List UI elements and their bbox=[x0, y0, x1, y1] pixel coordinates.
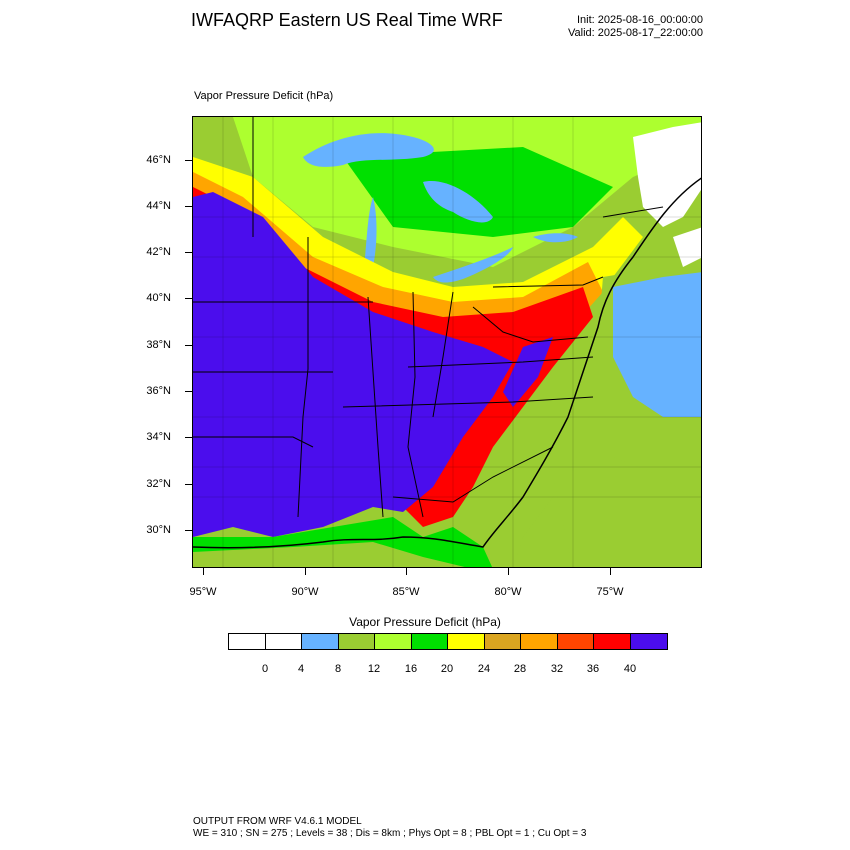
map-field-title: Vapor Pressure Deficit (hPa) bbox=[194, 90, 334, 102]
init-time: Init: 2025-08-16_00:00:00 bbox=[577, 14, 703, 26]
lon-tick bbox=[203, 568, 204, 575]
lat-tick bbox=[185, 345, 192, 346]
colorbar-swatch bbox=[594, 634, 631, 649]
lake-ontario bbox=[533, 233, 578, 243]
lake-huron bbox=[423, 181, 493, 223]
vpd-zone-0-coast bbox=[673, 227, 701, 267]
vpd-map bbox=[193, 117, 701, 567]
lon-label: 90°W bbox=[291, 586, 319, 598]
lat-tick bbox=[185, 298, 192, 299]
lat-tick bbox=[185, 437, 192, 438]
state-borders bbox=[193, 117, 664, 518]
colorbar-tick-label: 24 bbox=[477, 663, 491, 675]
colorbar-swatch bbox=[521, 634, 558, 649]
lake-superior bbox=[303, 133, 434, 167]
lon-tick bbox=[406, 568, 407, 575]
vpd-zone-above-40 bbox=[193, 192, 513, 537]
coastline bbox=[193, 177, 701, 549]
model-version: OUTPUT FROM WRF V4.6.1 MODEL bbox=[193, 816, 362, 827]
lon-tick bbox=[508, 568, 509, 575]
lat-label: 34°N bbox=[146, 431, 171, 443]
map-panel bbox=[192, 116, 702, 568]
atlantic-green-band bbox=[613, 397, 701, 477]
vpd-zone-20 bbox=[343, 147, 613, 237]
lat-label: 38°N bbox=[146, 339, 171, 351]
time-info: Init: 2025-08-16_00:00:00 Valid: 2025-08… bbox=[520, 14, 703, 40]
colorbar-swatch bbox=[557, 634, 594, 649]
colorbar-swatch bbox=[302, 634, 339, 649]
lat-tick bbox=[185, 252, 192, 253]
colorbar-tick-label: 16 bbox=[404, 663, 418, 675]
lon-label: 75°W bbox=[596, 586, 624, 598]
valid-time: Valid: 2025-08-17_22:00:00 bbox=[568, 27, 703, 39]
lon-tick bbox=[610, 568, 611, 575]
county-borders bbox=[193, 117, 701, 567]
colorbar-tick-label: 20 bbox=[440, 663, 454, 675]
colorbar-swatch bbox=[411, 634, 448, 649]
lat-tick bbox=[185, 484, 192, 485]
colorbar-swatch bbox=[338, 634, 375, 649]
lon-tick bbox=[305, 568, 306, 575]
colorbar-tick-label: 36 bbox=[586, 663, 600, 675]
lon-label: 80°W bbox=[494, 586, 522, 598]
lat-label: 44°N bbox=[146, 200, 171, 212]
colorbar-tick-label: 12 bbox=[367, 663, 381, 675]
lat-tick bbox=[185, 391, 192, 392]
lat-tick bbox=[185, 530, 192, 531]
lon-label: 95°W bbox=[189, 586, 217, 598]
lat-label: 46°N bbox=[146, 154, 171, 166]
lat-label: 32°N bbox=[146, 478, 171, 490]
colorbar-swatch bbox=[229, 634, 266, 649]
colorbar-swatch bbox=[630, 634, 667, 649]
lat-label: 30°N bbox=[146, 524, 171, 536]
colorbar-swatch bbox=[448, 634, 485, 649]
colorbar-tick-label: 0 bbox=[261, 663, 269, 675]
colorbar-title: Vapor Pressure Deficit (hPa) bbox=[349, 615, 501, 629]
lat-tick bbox=[185, 206, 192, 207]
lake-erie bbox=[433, 247, 513, 283]
atlantic-south bbox=[553, 457, 701, 567]
lat-label: 40°N bbox=[146, 292, 171, 304]
colorbar-tick-label: 8 bbox=[334, 663, 342, 675]
gulf-coast-zone bbox=[193, 542, 465, 567]
vpd-zone-0 bbox=[633, 122, 701, 227]
colorbar bbox=[228, 633, 668, 650]
colorbar-tick-label: 32 bbox=[550, 663, 564, 675]
vpd-zone-above-40-east bbox=[503, 337, 553, 407]
plot-title: IWFAQRP Eastern US Real Time WRF bbox=[191, 10, 503, 30]
lat-label: 42°N bbox=[146, 246, 171, 258]
model-info-footer: OUTPUT FROM WRF V4.6.1 MODEL WE = 310 ; … bbox=[193, 816, 586, 840]
lon-label: 85°W bbox=[392, 586, 420, 598]
atlantic-low-vpd bbox=[613, 272, 701, 417]
lat-label: 36°N bbox=[146, 385, 171, 397]
model-config: WE = 310 ; SN = 275 ; Levels = 38 ; Dis … bbox=[193, 828, 587, 839]
colorbar-swatch bbox=[265, 634, 302, 649]
colorbar-swatch bbox=[375, 634, 412, 649]
colorbar-tick-label: 40 bbox=[623, 663, 637, 675]
lat-tick bbox=[185, 160, 192, 161]
colorbar-tick-label: 4 bbox=[297, 663, 305, 675]
colorbar-swatch bbox=[484, 634, 521, 649]
colorbar-tick-label: 28 bbox=[513, 663, 527, 675]
